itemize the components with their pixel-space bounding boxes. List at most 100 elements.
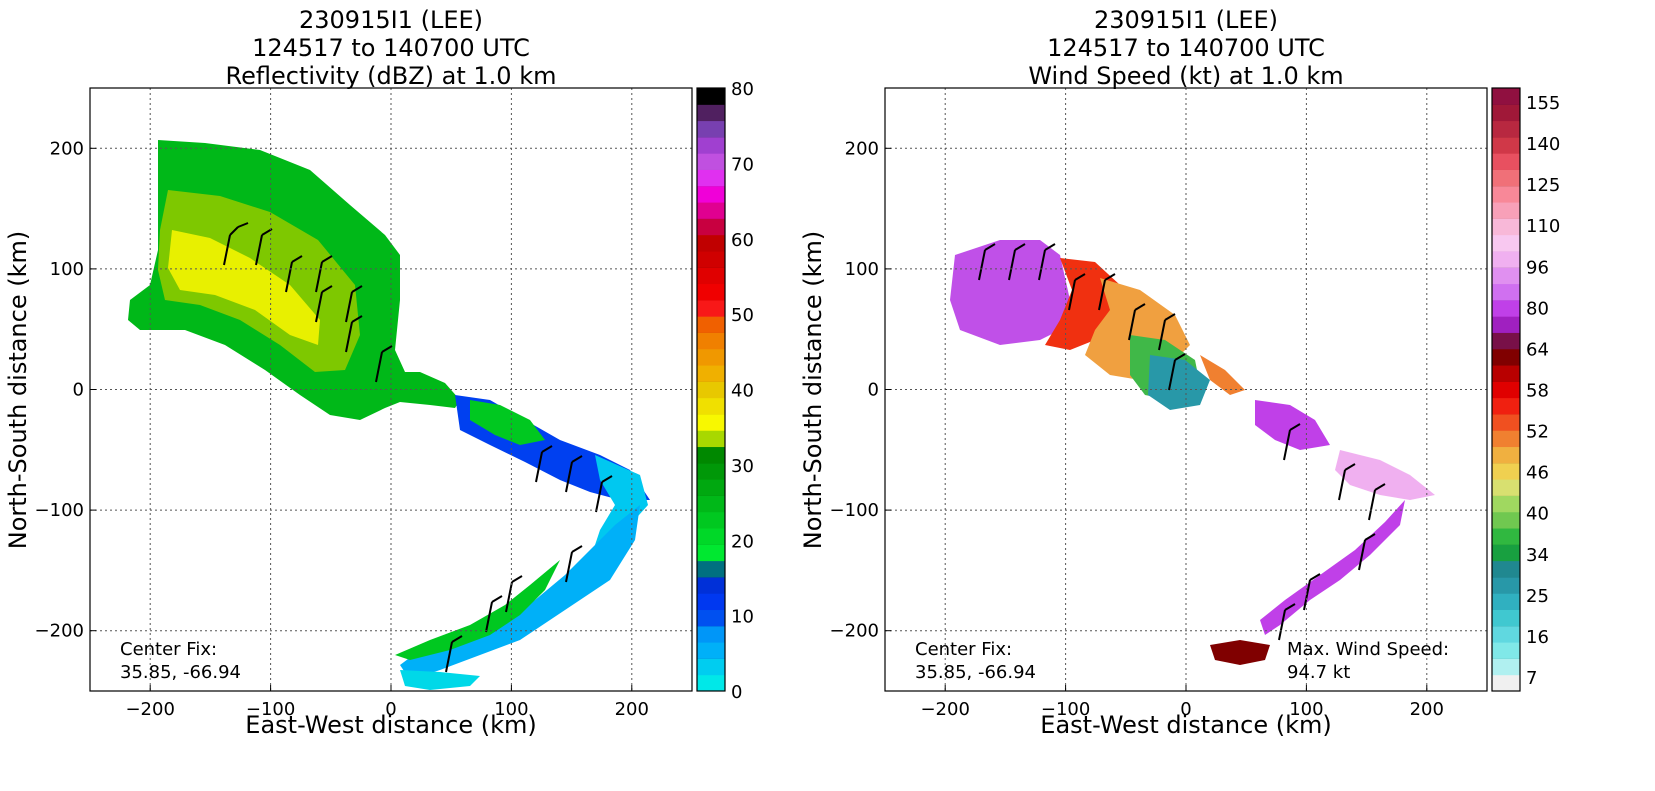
colorbar-tick-label: 80 <box>731 79 754 100</box>
colorbar-tick-label: 96 <box>1526 257 1549 278</box>
y-tick-label: −200 <box>35 621 84 642</box>
colorbar-segment <box>697 528 725 545</box>
colorbar-tick-label: 7 <box>1526 668 1537 689</box>
wind-field-orange-tail <box>1200 355 1245 395</box>
colorbar-segment <box>697 234 725 252</box>
x-tick-label: 100 <box>1289 699 1323 720</box>
wind-y-ticks: −200 −100 0 100 200 <box>830 138 891 642</box>
colorbar-segment <box>1492 136 1520 154</box>
colorbar-segment <box>697 560 725 578</box>
colorbar-segment <box>697 674 725 692</box>
colorbar-segment <box>1492 576 1520 594</box>
reflectivity-center-fix-label: Center Fix: <box>120 639 217 660</box>
colorbar-segment <box>1492 332 1520 350</box>
colorbar-tick-label: 52 <box>1526 422 1549 443</box>
colorbar-segment <box>1492 316 1520 333</box>
colorbar-segment <box>1492 202 1520 219</box>
colorbar-tick-label: 0 <box>731 682 742 703</box>
colorbar-segment <box>697 658 725 676</box>
colorbar-segment <box>1492 593 1520 611</box>
x-tick-label: 0 <box>385 699 396 720</box>
colorbar-segment <box>697 479 725 496</box>
y-tick-label: 0 <box>868 380 879 401</box>
colorbar-segment <box>1492 88 1520 105</box>
colorbar-segment <box>697 495 725 513</box>
colorbar-segment <box>1492 365 1520 382</box>
wind-colorbar: 7 16 25 34 40 46 52 58 64 80 96 110 125 140 155 <box>1491 87 1560 692</box>
x-tick-label: 100 <box>494 699 528 720</box>
colorbar-tick-label: 25 <box>1526 586 1549 607</box>
wind-title-line-2: 124517 to 140700 UTC <box>1047 34 1325 62</box>
colorbar-segment <box>1492 642 1520 659</box>
colorbar-segment <box>697 218 725 236</box>
colorbar-segment <box>1492 658 1520 676</box>
wind-field <box>950 240 1435 665</box>
colorbar-segment <box>697 609 725 627</box>
x-tick-label: 200 <box>1410 699 1444 720</box>
wind-y-axis-label: North-South distance (km) <box>799 231 827 550</box>
reflectivity-y-ticks: −200 −100 0 100 200 <box>35 138 96 642</box>
wind-field-south-band <box>1260 500 1405 635</box>
colorbar-segment <box>1492 218 1520 236</box>
reflectivity-south-band-cyan <box>400 670 480 690</box>
colorbar-segment <box>697 267 725 285</box>
colorbar-segment <box>1492 479 1520 496</box>
colorbar-segment <box>1492 348 1520 366</box>
colorbar-segment <box>1492 397 1520 415</box>
colorbar-segment <box>1492 528 1520 545</box>
colorbar-segment <box>1492 511 1520 529</box>
colorbar-tick-label: 10 <box>731 607 754 628</box>
colorbar-segment <box>1492 430 1520 448</box>
colorbar-segment <box>697 446 725 464</box>
wind-field-east-band <box>1255 400 1330 450</box>
colorbar-segment <box>1492 185 1520 203</box>
colorbar-segment <box>697 511 725 529</box>
colorbar-tick-label: 64 <box>1526 339 1549 360</box>
colorbar-segment <box>697 593 725 611</box>
colorbar-segment <box>1492 544 1520 562</box>
colorbar-segment <box>697 202 725 219</box>
x-tick-label: −200 <box>125 699 174 720</box>
wind-center-fix-label: Center Fix: <box>915 639 1012 660</box>
colorbar-segment <box>697 283 725 301</box>
reflectivity-center-fix-value: 35.85, -66.94 <box>120 662 241 683</box>
colorbar-segment <box>697 462 725 480</box>
colorbar-segment <box>1492 446 1520 464</box>
colorbar-segment <box>697 332 725 350</box>
colorbar-segment <box>1492 299 1520 317</box>
colorbar-segment <box>697 348 725 366</box>
reflectivity-field <box>128 140 650 690</box>
colorbar-segment <box>697 88 725 105</box>
reflectivity-south-band-green <box>395 560 560 660</box>
colorbar-tick-label: 125 <box>1526 175 1560 196</box>
colorbar-segment <box>697 544 725 562</box>
colorbar-segment <box>1492 234 1520 252</box>
colorbar-segment <box>697 381 725 399</box>
colorbar-segment <box>1492 674 1520 692</box>
y-tick-label: 100 <box>845 259 879 280</box>
reflectivity-east-band-green <box>470 400 545 445</box>
wind-max-speed-label: Max. Wind Speed: <box>1287 639 1449 660</box>
colorbar-tick-label: 140 <box>1526 134 1560 155</box>
y-tick-label: −100 <box>35 500 84 521</box>
reflectivity-grid <box>90 88 692 691</box>
wind-center-fix-value: 35.85, -66.94 <box>915 662 1036 683</box>
wind-title-line-1: 230915I1 (LEE) <box>1094 6 1278 34</box>
colorbar-segment <box>697 120 725 138</box>
y-tick-label: 100 <box>50 259 84 280</box>
reflectivity-y-axis-label: North-South distance (km) <box>4 231 32 550</box>
reflectivity-colorbar: 0 10 20 30 40 50 60 70 80 <box>696 79 754 703</box>
colorbar-segment <box>1492 120 1520 138</box>
colorbar-segment <box>697 185 725 203</box>
colorbar-segment <box>1492 625 1520 643</box>
colorbar-tick-label: 110 <box>1526 216 1560 237</box>
reflectivity-rainband-core <box>168 230 320 345</box>
y-tick-label: 200 <box>845 138 879 159</box>
colorbar-tick-label: 60 <box>731 230 754 251</box>
colorbar-frame <box>696 87 726 692</box>
x-tick-label: 0 <box>1180 699 1191 720</box>
x-tick-label: −100 <box>246 699 295 720</box>
colorbar-segment <box>1492 104 1520 122</box>
y-tick-label: 200 <box>50 138 84 159</box>
